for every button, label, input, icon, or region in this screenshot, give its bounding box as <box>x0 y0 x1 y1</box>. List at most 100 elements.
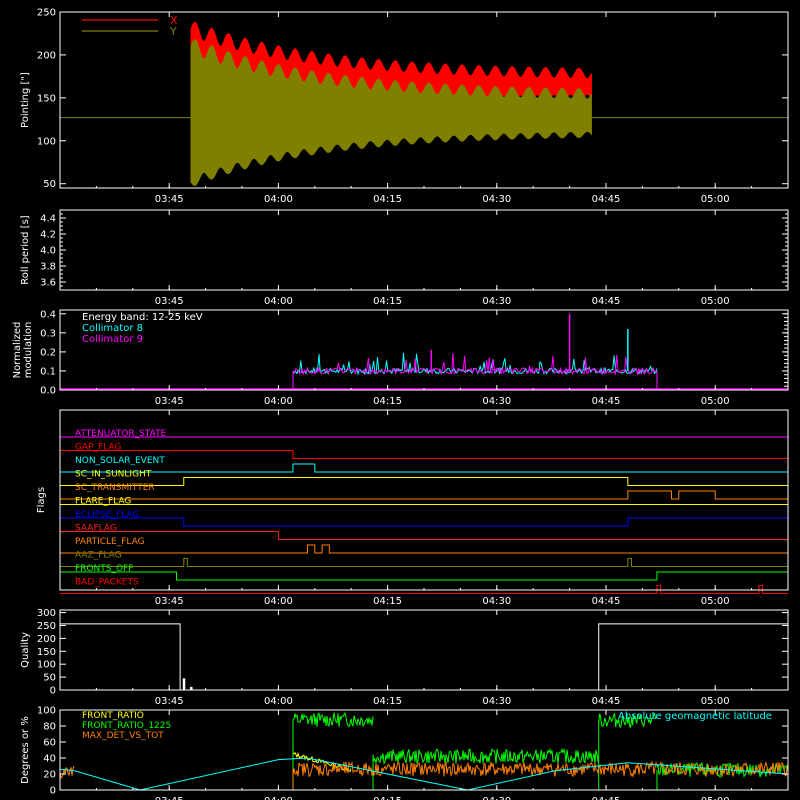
quality-time-label: 04:00 <box>264 696 293 707</box>
ratios-y-tick-label: 20 <box>43 770 56 781</box>
flags-y-axis-label: Flags <box>36 487 47 513</box>
pointing-panel: 03:45 04:00 04:15 04:30 04:45 05:00 50 100 150 20… <box>20 8 789 205</box>
pointing-y-axis-label: Pointing ["] <box>20 72 31 128</box>
pointing-time-label: 05:00 <box>701 194 730 205</box>
modulation-y-tick-label: 0.1 <box>40 366 56 377</box>
quality-y-tick-label: 150 <box>37 647 56 658</box>
flags-time-label: 05:00 <box>701 596 730 607</box>
quality-time-label: 04:15 <box>373 696 402 707</box>
ratios-series-front-ratio-1225 <box>292 711 374 728</box>
quality-time-label: 05:00 <box>701 696 730 707</box>
modulation-panel: 03:45 04:00 04:15 04:30 04:45 05:00 0.0 0.1 0.2 0… <box>12 309 789 407</box>
flag-line-non-solar-event <box>60 463 788 473</box>
roll-time-label: 04:45 <box>592 296 621 307</box>
flag-label: SAAFLAG <box>75 524 117 534</box>
ratios-time-label: 04:30 <box>482 796 511 800</box>
modulation-y-tick-label: 0.2 <box>40 347 56 358</box>
pointing-time-label: 04:30 <box>482 194 511 205</box>
flag-label: FLARE_FLAG <box>75 497 131 507</box>
quality-y-tick-label: 100 <box>37 660 56 671</box>
quality-time-label: 04:45 <box>592 696 621 707</box>
roll-y-axis-label: Roll period [s] <box>20 215 31 284</box>
modulation-time-label: 03:45 <box>155 396 184 407</box>
ratios-time-label: 04:00 <box>264 796 293 800</box>
quality-y-tick-label: 200 <box>37 634 56 645</box>
flags-time-label: 04:45 <box>592 596 621 607</box>
flag-label: SC_TRANSMITTER <box>75 483 155 493</box>
flag-line-gap-flag <box>60 450 788 459</box>
ratios-time-label: 04:45 <box>592 796 621 800</box>
flags-time-label: 04:15 <box>373 596 402 607</box>
modulation-legend-label: Collimator 8 <box>82 323 143 334</box>
modulation-y-tick-label: 0.0 <box>40 386 56 397</box>
modulation-series-2 <box>292 352 657 376</box>
ratios-legend-label: FRONT_RATIO_1225 <box>82 721 171 731</box>
flags-time-label: 04:00 <box>264 596 293 607</box>
flag-line-saaflag <box>60 531 788 540</box>
ratios-panel: 03:45 04:00 04:15 04:30 04:45 05:00 0 20 40 60 80 1… <box>20 706 789 800</box>
pointing-y-tick-label: 200 <box>37 50 56 61</box>
pointing-legend-label: Y <box>169 25 177 38</box>
modulation-time-label: 04:30 <box>482 396 511 407</box>
ratios-legend-label: MAX_DET_VS_TOT <box>82 731 164 741</box>
flag-label: AAZ_FLAG <box>75 551 122 561</box>
quality-y-tick-label: 250 <box>37 621 56 632</box>
pointing-time-label: 04:45 <box>592 194 621 205</box>
pointing-series-y <box>190 38 592 187</box>
flag-label: ECLIPSE_FLAG <box>75 510 139 520</box>
roll-y-tick-label: 3.6 <box>40 278 56 289</box>
pointing-time-label: 04:00 <box>264 194 293 205</box>
ratios-y-tick-label: 80 <box>43 722 56 733</box>
flags-panel: ATTENUATOR_STATE GAP_FLAG NON_SOLAR_EVENT S… <box>36 409 789 607</box>
roll-time-label: 03:45 <box>155 296 184 307</box>
ratios-series-front-ratio-1225 <box>372 747 599 765</box>
pointing-y-tick-label: 100 <box>37 136 56 147</box>
ratios-y-tick-label: 100 <box>37 706 56 717</box>
modulation-time-label: 04:45 <box>592 396 621 407</box>
ratios-series-absolute-geomagnetic-latitude <box>59 757 789 791</box>
flag-line-particle-flag <box>60 544 788 554</box>
pointing-time-label: 03:45 <box>155 194 184 205</box>
modulation-time-label: 04:00 <box>264 396 293 407</box>
quality-spike <box>182 678 186 690</box>
modulation-y-tick-label: 0.3 <box>40 328 56 339</box>
pointing-y-tick-label: 150 <box>37 93 56 104</box>
quality-time-label: 03:45 <box>155 696 184 707</box>
quality-spike <box>190 686 193 690</box>
ratios-annotation: Absolute geomagnetic latitude <box>618 711 772 722</box>
ratios-y-axis-label: Degrees or % <box>20 716 31 784</box>
ratios-series-front-ratio-1225 <box>598 712 657 729</box>
modulation-y-axis-label: Normalized <box>12 322 23 379</box>
flag-label: BAD_PACKETS <box>75 578 139 588</box>
modulation-time-label: 04:15 <box>373 396 402 407</box>
ratios-time-label: 03:45 <box>155 796 184 800</box>
modulation-legend-label: Collimator 9 <box>82 334 143 345</box>
modulation-legend-label: Energy band: 12-25 keV <box>82 312 203 323</box>
roll-time-label: 04:30 <box>482 296 511 307</box>
roll-time-label: 05:00 <box>701 296 730 307</box>
quality-y-tick-label: 0 <box>50 686 56 697</box>
ratios-y-tick-label: 0 <box>50 786 56 797</box>
flag-line-sc-transmitter <box>60 490 788 500</box>
pointing-legend-label: X <box>170 14 178 27</box>
quality-panel: 03:45 04:00 04:15 04:30 04:45 05:00 0 50 100 150 2… <box>20 608 789 707</box>
quality-time-label: 04:30 <box>482 696 511 707</box>
flag-label: FRONTS_OFF <box>75 564 133 574</box>
ratios-y-tick-label: 40 <box>43 754 56 765</box>
modulation-time-label: 05:00 <box>701 396 730 407</box>
ratios-time-label: 05:00 <box>701 796 730 800</box>
ratios-time-label: 04:15 <box>373 796 402 800</box>
quality-y-tick-label: 50 <box>43 673 56 684</box>
ratios-y-tick-label: 60 <box>43 738 56 749</box>
roll-y-tick-label: 4.4 <box>40 214 56 225</box>
pointing-y-tick-label: 50 <box>43 179 56 190</box>
flag-label: ATTENUATOR_STATE <box>75 429 167 439</box>
roll-time-label: 04:15 <box>373 296 402 307</box>
roll-y-tick-label: 4.2 <box>40 230 56 241</box>
flag-label: SC_IN_SUNLIGHT <box>75 470 152 480</box>
flags-time-label: 03:45 <box>155 596 184 607</box>
flag-line-eclipse-flag <box>60 517 788 527</box>
roll-panel: 03:45 04:00 04:15 04:30 04:45 05:00 3.6 3.8 4.0 4… <box>20 209 789 307</box>
flag-label: PARTICLE_FLAG <box>75 537 145 547</box>
